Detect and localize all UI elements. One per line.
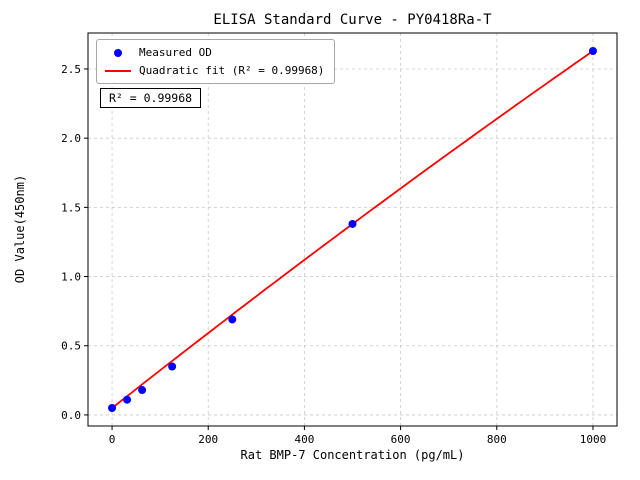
y-tick-label: 2.5 bbox=[61, 63, 81, 76]
legend-entry-measured: Measured OD bbox=[105, 46, 324, 59]
x-tick-label: 200 bbox=[198, 433, 218, 446]
data-point bbox=[123, 395, 132, 404]
x-tick-label: 400 bbox=[294, 433, 314, 446]
chart-title: ELISA Standard Curve - PY0418Ra-T bbox=[213, 12, 492, 28]
grid-lines bbox=[88, 33, 617, 426]
r-squared-annotation: R² = 0.99968 bbox=[100, 88, 202, 108]
legend-entry-fit: Quadratic fit (R² = 0.99968) bbox=[105, 64, 324, 77]
y-tick-label: 2.0 bbox=[61, 132, 81, 145]
x-tick-label: 800 bbox=[487, 433, 507, 446]
y-tick-label: 1.0 bbox=[61, 271, 81, 284]
data-point bbox=[228, 315, 237, 324]
data-point bbox=[138, 386, 147, 395]
legend: Measured OD Quadratic fit (R² = 0.99968) bbox=[96, 39, 336, 84]
y-tick-label: 0.5 bbox=[61, 340, 81, 353]
data-point bbox=[588, 46, 597, 55]
data-point bbox=[348, 219, 357, 228]
y-tick-label: 1.5 bbox=[61, 201, 81, 214]
x-tick-label: 600 bbox=[391, 433, 411, 446]
quadratic-fit-marker-icon bbox=[105, 69, 131, 72]
data-point bbox=[108, 404, 117, 413]
data-point bbox=[168, 362, 177, 371]
legend-label-fit: Quadratic fit (R² = 0.99968) bbox=[139, 64, 325, 77]
y-tick-label: 0.0 bbox=[61, 409, 81, 422]
x-tick-label: 1000 bbox=[580, 433, 607, 446]
axis-ticks: 0 200 400 600 800 1000 0.0 0.5 1.0 1.5 2.0 2.5 bbox=[61, 63, 606, 446]
legend-label-measured: Measured OD bbox=[139, 46, 212, 59]
x-axis-label: Rat BMP-7 Concentration (pg/mL) bbox=[240, 448, 465, 462]
x-tick-label: 0 bbox=[109, 433, 116, 446]
y-axis-label: OD Value(450nm) bbox=[13, 174, 27, 284]
measured-od-marker-icon bbox=[105, 48, 131, 57]
plot-border bbox=[87, 32, 618, 427]
